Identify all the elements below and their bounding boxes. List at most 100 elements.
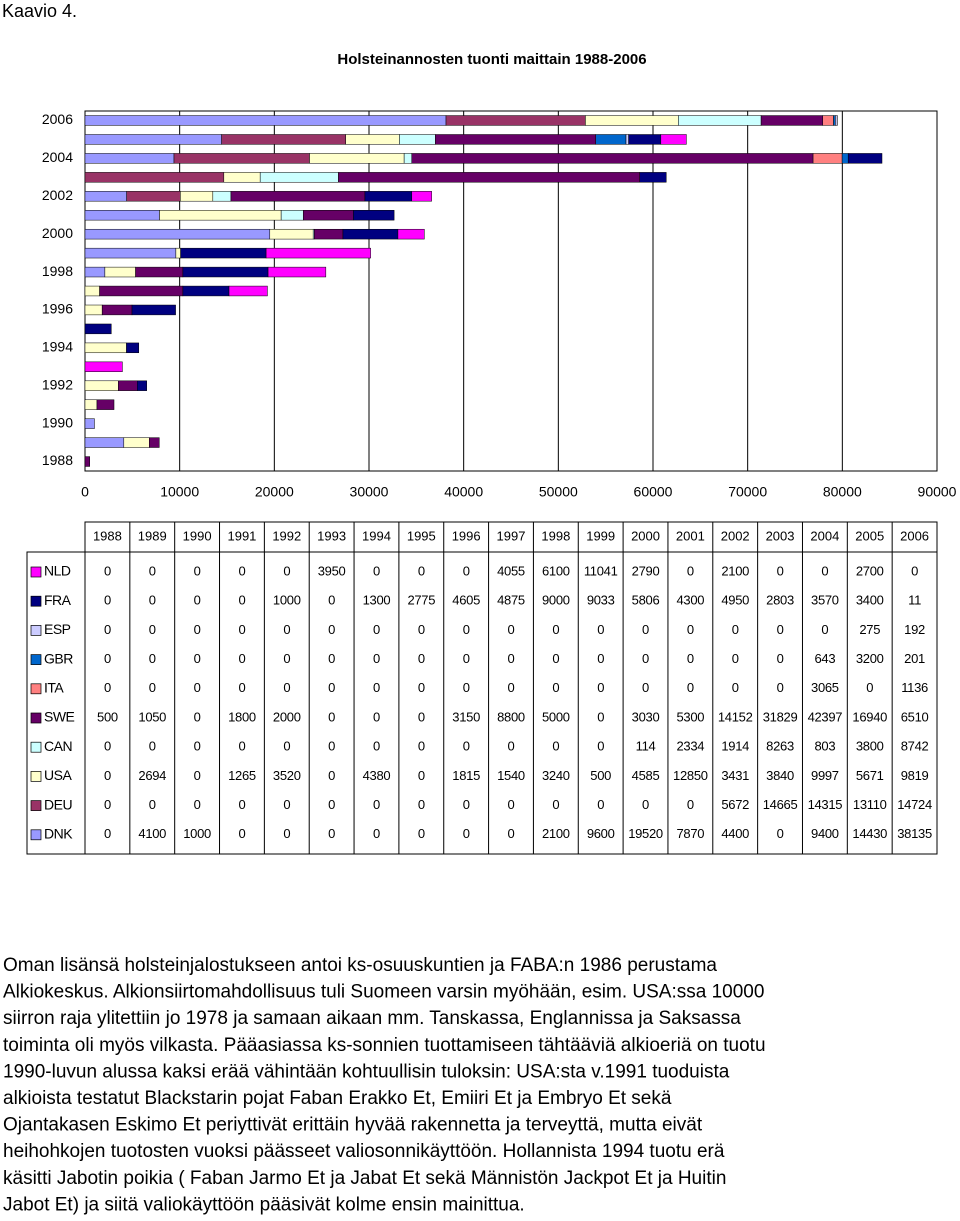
y-tick-label: 2006: [42, 111, 73, 127]
table-value: 7870: [677, 826, 705, 841]
bar-segment: [342, 228, 399, 240]
table-value: 3840: [766, 768, 794, 783]
table-value: 0: [328, 622, 335, 637]
paragraph-line: heihohkojen tuotosten vuoksi päässeet va…: [3, 1141, 725, 1162]
table-value: 0: [732, 622, 739, 637]
table-value: 0: [328, 739, 335, 754]
bar-segment: [639, 172, 667, 183]
table-value: 0: [552, 797, 559, 812]
table-value: 0: [508, 826, 515, 841]
table-value: 4585: [632, 768, 660, 783]
table-value: 0: [418, 797, 425, 812]
table-value: 643: [814, 651, 835, 666]
table-value: 0: [373, 563, 380, 578]
table-value: 1136: [901, 680, 928, 695]
bar-segment: [397, 228, 425, 240]
table-value: 0: [597, 680, 604, 695]
table-value: 0: [777, 622, 784, 637]
table-value: 0: [777, 680, 784, 695]
bar-segment: [84, 247, 177, 259]
table-value: 0: [597, 739, 604, 754]
table-value: 9400: [811, 826, 839, 841]
bar-segment: [403, 153, 412, 164]
table-value: 4300: [677, 593, 705, 608]
table-value: 0: [194, 622, 201, 637]
paragraph-line: Ojantakasen Eskimo Et periyttivät erittä…: [3, 1115, 703, 1136]
bar-segment: [267, 266, 327, 278]
bar-segment: [678, 115, 762, 126]
y-tick-label: 2002: [42, 187, 73, 203]
chart-title: Holsteinannosten tuonti maittain 1988-20…: [337, 51, 646, 68]
paragraph-line: toiminta oli myös vilkasta. Pääasiassa k…: [3, 1035, 766, 1056]
table-value: 3240: [542, 768, 570, 783]
table-value: 0: [283, 563, 290, 578]
table-value: 4400: [721, 826, 749, 841]
table-value: 0: [508, 651, 515, 666]
table-value: 0: [866, 680, 873, 695]
table-value: 0: [238, 797, 245, 812]
bar-segment: [84, 115, 447, 126]
table-value: 0: [283, 797, 290, 812]
legend-swatch: [30, 625, 42, 636]
y-tick-label: 1988: [42, 452, 73, 468]
table-value: 0: [687, 680, 694, 695]
table-value: 9000: [542, 593, 570, 608]
table-value: 0: [328, 826, 335, 841]
table-value: 0: [194, 593, 201, 608]
table-value: 0: [597, 622, 604, 637]
bar-segment: [104, 266, 136, 278]
legend-swatch: [30, 654, 42, 665]
bar-segment: [84, 304, 103, 316]
table-value: 0: [104, 563, 111, 578]
table-value: 0: [283, 651, 290, 666]
table-header: 1995: [407, 528, 436, 543]
table-value: 0: [149, 622, 156, 637]
table-header: 1990: [183, 528, 212, 543]
table-header: 1992: [272, 528, 301, 543]
table-value: 5000: [542, 709, 570, 724]
table-value: 0: [149, 593, 156, 608]
bar-segment: [314, 228, 344, 240]
bar-segment: [822, 115, 834, 126]
paragraph-line: alkioista testatut Blackstarin pojat Fab…: [3, 1088, 672, 1109]
bar-segment: [259, 172, 339, 183]
table-value: 0: [149, 563, 156, 578]
x-tick-label: 50000: [539, 484, 578, 500]
table-value: 0: [194, 680, 201, 695]
table-value: 0: [597, 651, 604, 666]
bar-segment: [173, 153, 310, 164]
table-header: 1988: [93, 528, 122, 543]
table-value: 0: [194, 709, 201, 724]
bar-segment: [625, 134, 629, 145]
table-value: 0: [283, 826, 290, 841]
bar-segment: [345, 134, 400, 145]
bar-segment: [223, 172, 261, 183]
table-value: 0: [418, 563, 425, 578]
table-header: 1996: [452, 528, 481, 543]
bar-segment: [182, 285, 230, 297]
bar-segment: [230, 191, 366, 202]
bar-segment: [269, 228, 314, 240]
table-value: 0: [373, 826, 380, 841]
table-value: 0: [418, 709, 425, 724]
bar-segment: [84, 380, 119, 391]
table-header: 1997: [497, 528, 526, 543]
legend-label: NLD: [44, 563, 71, 579]
bar-segment: [84, 210, 160, 221]
table-value: 0: [373, 797, 380, 812]
table-value: 1000: [183, 826, 211, 841]
legend-label: ITA: [44, 680, 64, 696]
bar-segment: [137, 380, 147, 391]
table-value: 3950: [318, 563, 346, 578]
bar-segment: [353, 210, 395, 221]
table-value: 38135: [897, 826, 932, 841]
table-value: 3150: [452, 709, 480, 724]
y-tick-label: 2004: [42, 149, 73, 165]
table-value: 5672: [721, 797, 749, 812]
table-value: 0: [777, 563, 784, 578]
table-value: 201: [904, 651, 925, 666]
bar-segment: [159, 210, 282, 221]
table-value: 0: [463, 680, 470, 695]
table-value: 0: [732, 680, 739, 695]
table-value: 3520: [273, 768, 301, 783]
